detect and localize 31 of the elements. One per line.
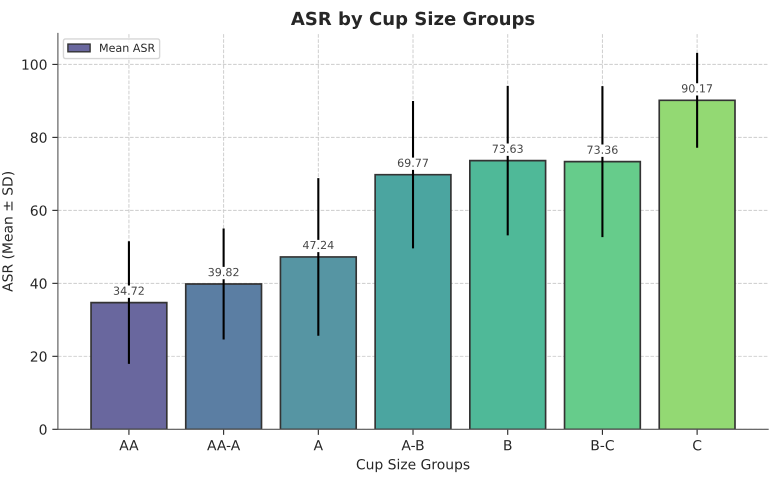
data-label: 90.17 (682, 84, 712, 93)
bar (374, 174, 452, 430)
y-axis-title: ASR (Mean ± SD) (2, 172, 14, 292)
bar (564, 160, 642, 430)
bar (658, 99, 736, 430)
y-tick-label: 0 (40, 424, 47, 435)
data-label: 69.77 (398, 158, 428, 168)
data-label: 73.36 (587, 146, 618, 154)
y-tick-label: 80 (30, 132, 47, 143)
data-label: 47.24 (302, 240, 334, 250)
bar (469, 160, 546, 430)
bar (90, 302, 168, 430)
x-tick-label: A (314, 440, 323, 450)
y-tick-label: 100 (22, 59, 47, 70)
bar (280, 256, 358, 430)
data-label: 73.63 (492, 144, 523, 153)
x-tick-label: AA-A (207, 440, 240, 450)
chart-title: ASR by Cup Size Groups (290, 11, 534, 29)
x-tick-label: B (504, 440, 512, 450)
y-tick-label: 40 (30, 278, 47, 289)
x-axis-title: Cup Size Groups (356, 458, 470, 472)
x-tick-label: B-C (592, 440, 614, 450)
x-tick-label: A-B (402, 440, 424, 450)
bar (184, 283, 262, 430)
data-label: 34.72 (114, 286, 144, 295)
data-label: 39.82 (208, 268, 238, 276)
legend-label: Mean ASR (100, 44, 155, 52)
y-tick-label: 20 (30, 351, 47, 362)
y-tick-label: 60 (30, 205, 47, 216)
x-tick-label: C (693, 440, 702, 450)
x-tick-label: AA (119, 440, 138, 450)
